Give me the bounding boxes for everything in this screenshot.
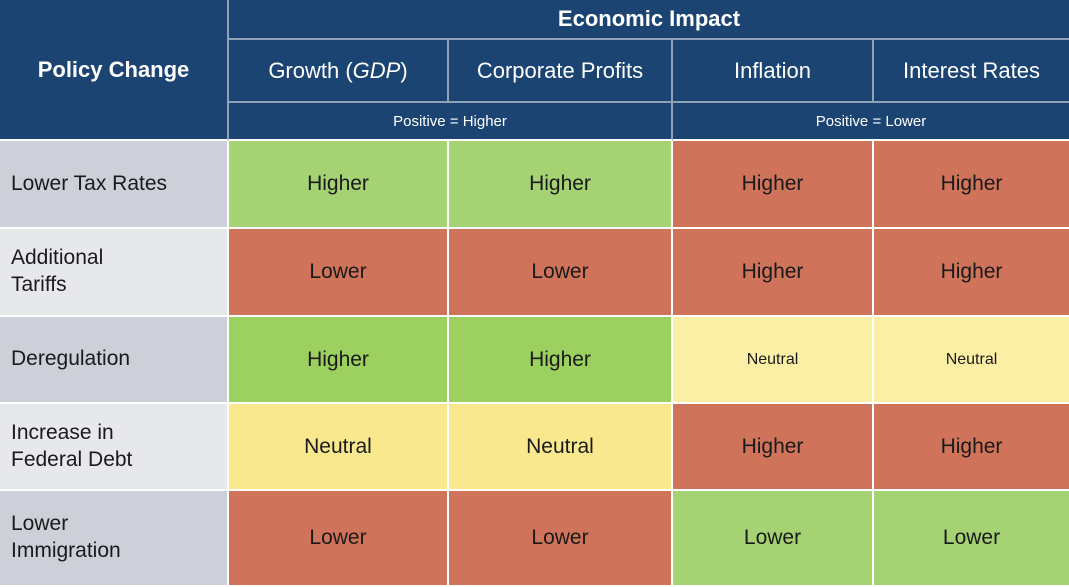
group-header-label: Economic Impact xyxy=(557,6,741,31)
row-label-lower-tax-rates: Lower Tax Rates xyxy=(0,141,229,229)
table-cell: Lower xyxy=(229,229,449,317)
growth-label-post: ) xyxy=(400,57,408,83)
table-cell: Higher xyxy=(673,404,874,491)
column-header-growth-gdp: Growth (GDP) xyxy=(229,40,449,103)
table-cell: Higher xyxy=(229,317,449,404)
column-header-interest-rates: Interest Rates xyxy=(874,40,1069,103)
table-cell: Higher xyxy=(449,317,673,404)
column-header-corporate-profits: Corporate Profits xyxy=(449,40,673,103)
row-label-increase-in-federal-debt: Increase in Federal Debt xyxy=(0,404,229,491)
group-header-economic-impact: Economic Impact xyxy=(229,0,1069,40)
table-cell: Lower xyxy=(449,491,673,587)
table-cell: Neutral xyxy=(874,317,1069,404)
subheader-positive-higher: Positive = Higher xyxy=(229,103,673,141)
row-label-deregulation: Deregulation xyxy=(0,317,229,404)
table-cell: Lower xyxy=(874,491,1069,587)
column-header-inflation: Inflation xyxy=(673,40,874,103)
table-cell: Neutral xyxy=(229,404,449,491)
growth-label-gdp-italic: GDP xyxy=(352,57,401,83)
table-cell: Higher xyxy=(229,141,449,229)
corner-header-label: Policy Change xyxy=(37,56,190,82)
row-label-additional-tariffs: Additional Tariffs xyxy=(0,229,229,317)
table-cell: Higher xyxy=(449,141,673,229)
corner-header-policy-change: Policy Change xyxy=(0,0,229,141)
row-label-lower-immigration: Lower Immigration xyxy=(0,491,229,587)
table-cell: Higher xyxy=(673,141,874,229)
subheader-positive-lower: Positive = Lower xyxy=(673,103,1069,141)
table-cell: Higher xyxy=(874,141,1069,229)
growth-label-pre: Growth ( xyxy=(268,57,353,83)
table-cell: Neutral xyxy=(449,404,673,491)
table-cell: Higher xyxy=(874,229,1069,317)
table-cell: Lower xyxy=(449,229,673,317)
table-cell: Higher xyxy=(874,404,1069,491)
table-cell: Lower xyxy=(673,491,874,587)
table-cell: Higher xyxy=(673,229,874,317)
table-cell: Neutral xyxy=(673,317,874,404)
table-cell: Lower xyxy=(229,491,449,587)
